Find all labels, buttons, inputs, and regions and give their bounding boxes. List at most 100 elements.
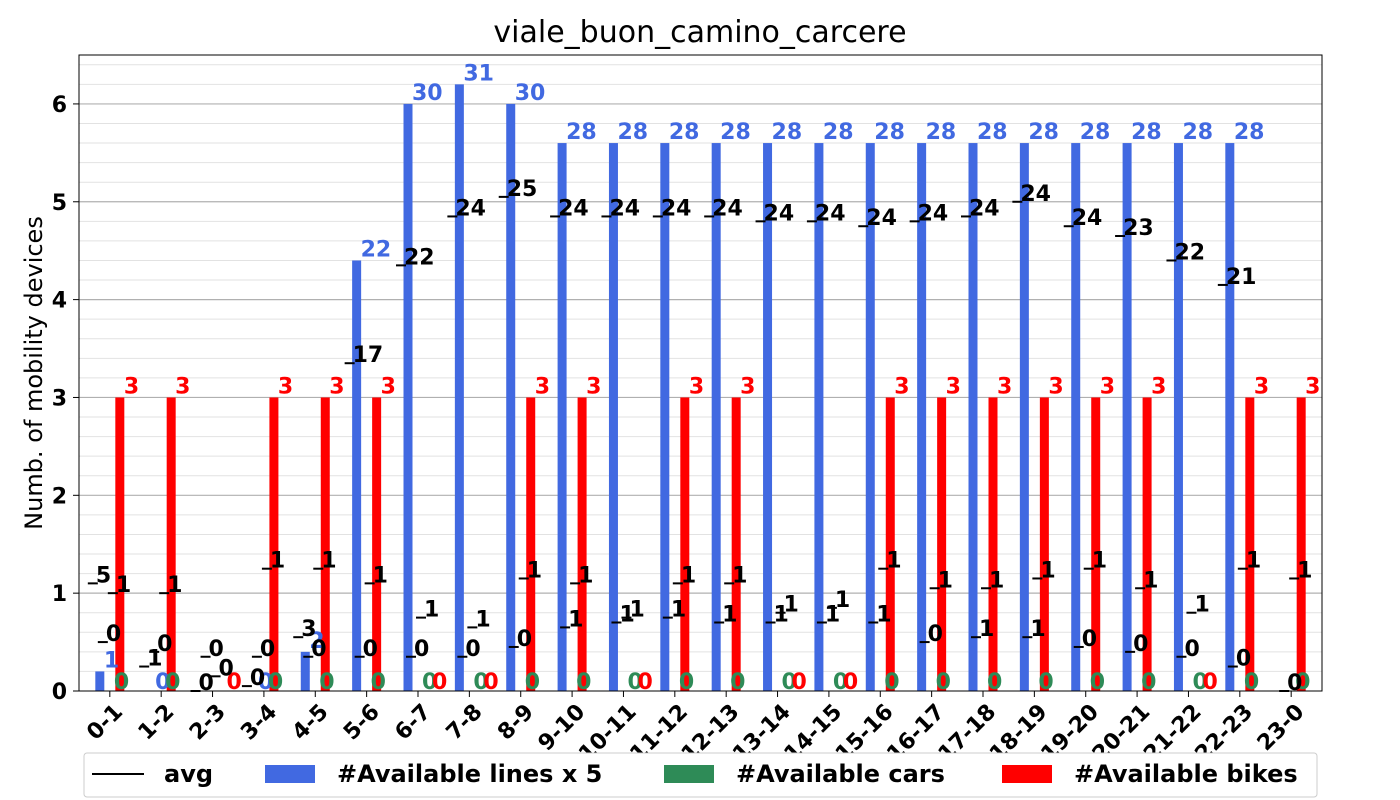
y-axis-label: Numb. of mobility devices [20,216,48,530]
bar-value-label: 28 [617,120,648,145]
avg-value-label: 5 [96,563,111,588]
x-tick-label: 23-0 [1253,700,1310,757]
avg-value-label: 1 [1246,549,1261,574]
bar-value-label: 28 [977,120,1008,145]
avg-value-label: 24 [866,206,897,231]
bar-value-label: 28 [1182,120,1213,145]
avg-value-label: 1 [1194,593,1209,618]
bar-value-label: 3 [1151,374,1166,399]
bar-value-label: 0 [1202,670,1217,695]
legend-color-swatch [1002,765,1052,783]
bar-value-label: 3 [1305,374,1320,399]
bar [731,397,741,691]
bar-value-label: 0 [843,670,858,695]
avg-value-label: 22 [1174,240,1205,265]
x-tick-label: 2-3 [185,700,231,746]
avg-value-label: 1 [1040,558,1055,583]
avg-value-label: 1 [886,549,901,574]
bar-value-label: 3 [997,374,1012,399]
bar [1039,397,1049,691]
avg-value-label: 24 [1072,206,1103,231]
bar-value-label: 3 [329,374,344,399]
x-tick-label: 5-6 [339,700,385,746]
bar-value-label: 3 [740,374,755,399]
avg-value-label: 24 [558,196,589,221]
bar-value-label: 28 [1131,120,1162,145]
bar [1122,143,1132,692]
avg-value-label: 0 [219,656,234,681]
avg-value-label: 24 [969,196,1000,221]
bar-value-label: 0 [1090,670,1105,695]
bar [865,143,875,692]
bar-value-label: 28 [772,120,803,145]
avg-value-label: 0 [1236,647,1251,672]
avg-value-label: 1 [147,647,162,672]
bar-value-label: 0 [792,670,807,695]
bar [526,397,536,691]
bar-value-label: 3 [381,374,396,399]
avg-value-label: 0 [106,622,121,647]
bar-value-label: 28 [720,120,751,145]
avg-value-label: 1 [1297,558,1312,583]
avg-value-label: 1 [1030,617,1045,642]
avg-value-label: 1 [671,598,686,623]
bar [1173,143,1183,692]
bar-value-label: 1 [104,648,119,673]
bar-value-label: 3 [894,374,909,399]
avg-value-label: 0 [157,632,172,657]
avg-value-label: 23 [1123,216,1154,241]
avg-value-label: 24 [815,201,846,226]
bar-value-label: 0 [1295,670,1310,695]
bar [95,671,105,691]
bar-value-label: 3 [946,374,961,399]
avg-value-label: 1 [629,598,644,623]
bar-value-label: 0 [114,670,129,695]
y-tick-label: 6 [52,93,67,118]
bar [577,397,587,691]
avg-value-label: 1 [722,603,737,628]
avg-value-label: 24 [712,196,743,221]
bar-value-label: 0 [1244,670,1259,695]
bar-value-label: 3 [535,374,550,399]
bar [372,397,382,691]
avg-value-label: 1 [424,598,439,623]
avg-value-label: 25 [507,177,538,202]
avg-value-label: 1 [619,603,634,628]
avg-value-label: 0 [311,637,326,662]
avg-value-label: 1 [825,603,840,628]
bar [1091,397,1101,691]
avg-value-label: 0 [199,671,214,696]
y-tick-label: 0 [52,680,67,705]
bar-value-label: 28 [566,120,597,145]
avg-value-label: 0 [1287,671,1302,696]
avg-value-label: 1 [1092,549,1107,574]
bar [320,397,330,691]
avg-value-label: 0 [1082,627,1097,652]
bar-value-label: 0 [371,670,386,695]
avg-value-label: 0 [1133,632,1148,657]
bar [115,397,125,691]
avg-value-label: 0 [209,637,224,662]
bar [454,84,464,692]
bar [300,651,310,691]
bar-value-label: 0 [1038,670,1053,695]
bar [1296,397,1306,691]
bar-value-label: 28 [1028,120,1059,145]
avg-value-label: 1 [373,563,388,588]
avg-value-label: 1 [167,573,182,598]
avg-value-label: 24 [918,201,949,226]
bar-value-label: 0 [165,670,180,695]
bar-value-label: 28 [669,120,700,145]
bar-value-label: 3 [586,374,601,399]
bar [166,397,176,691]
bar-value-label: 0 [782,670,797,695]
avg-value-label: 1 [774,603,789,628]
x-tick-label: 0-1 [82,700,128,746]
bar-value-label: 0 [319,670,334,695]
avg-value-label: 24 [661,196,692,221]
y-tick-label: 2 [52,484,67,509]
bar [1071,143,1081,692]
bar-value-label: 3 [1100,374,1115,399]
avg-value-label: 0 [928,622,943,647]
